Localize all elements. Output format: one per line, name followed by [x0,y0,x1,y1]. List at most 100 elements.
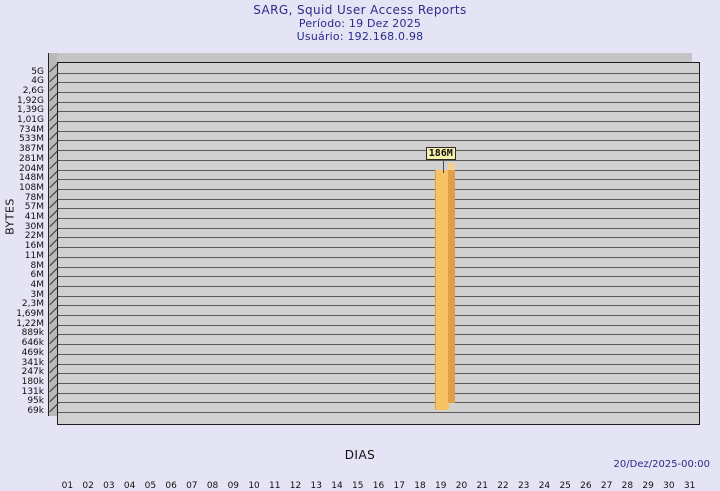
gridline [58,285,699,287]
y-axis-tick-label: 4G [31,76,44,87]
page-title: SARG, Squid User Access Reports [253,3,467,17]
gridline [58,130,699,132]
y-axis-tick-label: 30M [24,221,44,232]
y-axis-tick-label: 3M [30,289,45,300]
gridline [58,276,699,278]
gridline [58,295,699,297]
y-axis-tick-label: 1,39G [16,105,44,116]
gridline [58,373,699,375]
y-axis-tick-label: 57M [24,202,44,213]
x-axis-tick-label: 06 [165,481,177,491]
x-axis-tick-label: 15 [352,481,364,491]
x-axis-tick-label: 03 [103,481,115,491]
y-axis-tick-label: 16M [24,241,44,252]
y-axis-tick-label: 387M [19,144,44,155]
gridline [58,402,699,404]
y-axis-tick-label: 11M [24,250,44,261]
sarg-report-chart: SARG, Squid User Access Reports Período:… [0,3,720,491]
report-timestamp: 20/Dez/2025-00:00 [613,459,710,470]
gridline [58,218,699,219]
x-axis-tick-label: 01 [61,481,74,491]
y-axis-tick-label: 4M [30,279,45,290]
y-axis-tick-label: 2,3M [21,299,44,310]
x-axis-tick-label: 18 [414,481,426,491]
x-axis-tick-label: 30 [663,481,675,491]
x-axis-tick-label: 27 [600,481,613,491]
gridline [58,334,699,336]
x-axis-label: DIAS [344,448,376,462]
x-axis-tick-label: 23 [517,481,530,491]
bar-top-face [448,163,456,171]
y-axis-tick-label: 5G [31,66,44,77]
gridline [58,198,699,200]
y-axis-tick-label: 148M [19,173,44,184]
x-axis-tick-label: 24 [538,481,551,491]
gridline [58,72,699,74]
gridline [58,382,699,384]
y-axis-tick-label: 8M [30,260,45,271]
gridline [58,363,699,365]
gridline [58,121,699,122]
y-axis-tick-label: 22M [24,231,44,242]
x-axis-tick-label: 25 [559,481,571,491]
y-axis-tick-label: 131k [21,386,44,397]
bar-side-face [448,163,456,403]
gridline [58,392,699,394]
x-axis-tick-label: 08 [206,481,219,491]
y-axis-tick-label: 889k [21,328,44,339]
gridline [58,82,699,84]
x-axis-tick-label: 14 [331,481,343,491]
bar[interactable] [435,163,456,410]
x-axis-tick-label: 10 [248,481,260,491]
plot-area: 186M 5G 4G 2,6G 1,92G 1,39G 1,01G 734M 533M 387M… [16,53,704,491]
gridline [58,101,699,103]
bar-label-stem [442,160,444,174]
x-axis-tick-label: 04 [123,481,136,491]
gridline [58,247,699,249]
x-axis-tick-label: 22 [497,481,509,491]
y-axis-tick-label: 1,01G [16,115,44,125]
gridline [58,315,699,316]
y-axis-tick-label: 180k [21,376,44,387]
x-axis-tick-label: 31 [683,481,696,491]
x-axis-tick-label: 17 [393,481,405,491]
plot-depth-top-face [48,53,692,62]
y-axis-tick-label: 204M [19,163,44,174]
plot-front-face: 186M [57,62,700,425]
chart-title-block: SARG, Squid User Access Reports Período:… [0,3,720,44]
x-axis-tick-label: 07 [186,481,198,491]
x-axis-tick-label: 02 [82,481,94,491]
y-axis-tick-label: 1,69M [16,309,44,319]
gridline [58,111,699,113]
x-axis-tick-label: 16 [372,481,385,491]
y-axis-tick-label: 646k [21,338,44,349]
gridline [58,305,699,307]
y-axis-tick-label: 108M [19,182,44,193]
x-axis-tick-label: 19 [434,481,447,491]
x-axis-tick-label: 05 [144,481,157,491]
gridline [58,169,699,171]
gridline [58,159,699,161]
gridline [58,353,699,355]
gridline [58,256,699,258]
gridline [58,266,699,268]
gridline [58,324,699,326]
report-user: Usuário: 192.168.0.98 [296,30,424,43]
y-axis-tick-label: 41M [24,212,44,222]
bar-front-face [435,170,450,410]
x-axis-tick-label: 21 [476,481,488,491]
y-axis-tick-label: 6M [30,270,45,281]
gridline [58,150,699,152]
y-axis-tick-label: 69k [27,406,44,416]
x-axis-tick-label: 29 [642,481,654,491]
y-axis-tick-label: 247k [21,367,44,378]
y-axis-tick-label: 341k [21,357,44,368]
y-axis-tick-label: 1,92G [16,95,44,106]
y-axis-tick-label: 1,22M [16,318,44,329]
x-axis-tick-label: 11 [269,481,281,491]
x-axis-tick-label: 20 [455,481,468,491]
gridline [58,412,699,413]
report-period: Período: 19 Dez 2025 [298,17,422,30]
y-axis-tick-label: 533M [19,134,44,145]
x-axis-tick-label: 28 [621,481,634,491]
